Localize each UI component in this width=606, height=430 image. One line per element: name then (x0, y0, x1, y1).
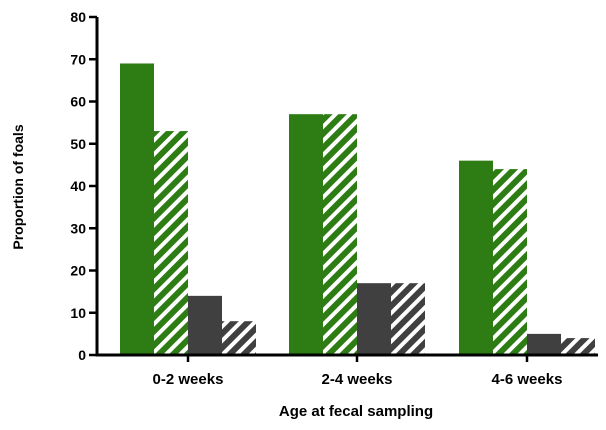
y-tick-label: 10 (70, 305, 86, 321)
bar-series3-4-6weeks (527, 333, 561, 355)
bars-layer (120, 63, 595, 355)
bar-series1-2-4weeks (289, 114, 323, 355)
y-tick-label: 50 (70, 136, 86, 152)
bar-series4-2-4weeks (391, 283, 425, 355)
bar-series3-0-2weeks (188, 295, 222, 355)
bar-series2-4-6weeks (493, 169, 527, 355)
y-tick-label: 80 (70, 9, 86, 25)
x-tick-label: 0-2 weeks (153, 371, 224, 388)
bar-series1-4-6weeks (459, 160, 493, 355)
bar-series2-2-4weeks (323, 114, 357, 355)
bar-series4-4-6weeks (561, 338, 595, 355)
bar-series4-0-2weeks (222, 321, 256, 355)
x-axis-title: Age at fecal sampling (279, 403, 433, 420)
bar-series3-2-4weeks (357, 283, 391, 355)
y-tick-label: 0 (78, 347, 86, 363)
x-tick-label: 4-6 weeks (492, 371, 563, 388)
axes-layer: 0-2 weeks 2-4 weeks 4-6 weeks 0 10 20 30 40 50 60… (70, 9, 598, 388)
y-tick-label: 40 (70, 178, 86, 194)
y-axis-title: Proportion of foals (10, 124, 26, 249)
y-tick-label: 60 (70, 94, 86, 110)
bar-series2-0-2weeks (154, 131, 188, 355)
y-tick-label: 30 (70, 220, 86, 236)
y-tick-label: 70 (70, 51, 86, 67)
x-tick-label: 2-4 weeks (322, 371, 393, 388)
bar-series1-0-2weeks (120, 63, 154, 355)
y-tick-label: 20 (70, 263, 86, 279)
